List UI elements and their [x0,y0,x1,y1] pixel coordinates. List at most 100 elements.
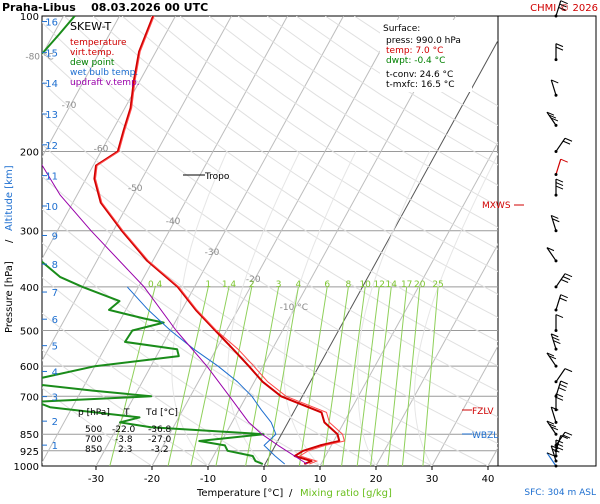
mixing-ratio-line [298,286,328,466]
wind-barb-flag [552,218,560,223]
wind-barb-base [554,459,558,463]
wind-barb-staff [546,452,557,467]
level-table: p [hPa] T Td [°C] 500 -22.0 -36.8 700 -3… [78,408,178,455]
wind-barb-staff [555,368,566,383]
surface-temp: temp: 7.0 °C [386,46,443,56]
dry-adiabat-line [42,81,498,392]
mixing-ratio-tick-label: 20 [414,280,426,290]
surface-info: Surface: press: 990.0 hPa temp: 7.0 °C d… [380,20,472,92]
wind-barb-flag [564,431,573,436]
pressure-tick-label: 200 [20,147,39,158]
isotherm-line [431,344,498,466]
y-axis-separator: / [4,239,15,243]
mixing-ratio-line [109,286,156,466]
altitude-tick-label: 3 [52,393,58,404]
altitude-tick-label: 6 [52,315,58,326]
mixing-ratio-tick-label: 2 [249,280,255,290]
moist-adiabat-line [227,151,301,466]
wind-barb-staff [550,406,557,423]
wind-barb [554,294,568,312]
dry-adiabat-line [42,387,153,466]
wind-barb-staff [546,420,557,435]
wind-barb-base [554,420,558,424]
wind-barb-flag [564,273,573,278]
dry-adiabat-line [42,242,377,466]
wind-barb-base [554,408,558,412]
altitude-tick-label: 13 [45,110,58,121]
wind-barb-flag [548,355,557,360]
wind-barb-base [554,14,558,18]
dry-adiabat-line [42,143,498,445]
wind-barb [546,247,558,263]
wind-barb-staff [555,435,562,451]
wind-barb-base [554,285,558,289]
pressure-tick-label: 300 [20,227,39,238]
wind-barb-flag [559,3,567,8]
sfc-label: SFC: 304 m ASL [524,488,596,498]
mixing-ratio-line [370,286,392,466]
wind-barb-flag [562,276,571,281]
isotherm-labels: -80 °C -70 -60 -50 -40 -30 -20 -10 °C [25,53,308,313]
tropopause-label: Tropo [204,172,230,182]
altitude-tick-label: 11 [45,172,58,183]
isotherm-label: -70 [62,101,77,111]
wind-barb-base [554,93,558,97]
altitude-tick-label: 16 [45,18,58,29]
wind-barb-flag [555,314,564,318]
table-cell-r0-td: -36.8 [148,425,172,435]
mixing-ratio-tick-label: 6 [324,280,330,290]
wind-barb [550,79,559,97]
dry-adiabat-line [121,16,498,272]
dry-adiabat-line [42,277,321,466]
surface-tconv: t-conv: 24.6 °C [386,70,453,80]
wind-barb-base [554,364,558,368]
wind-barb-flag [555,178,564,183]
x-axis-title: Temperature [°C] / Mixing ratio [g/kg] [196,488,392,499]
x-axis-label2: Mixing ratio [g/kg] [300,488,392,499]
mixing-ratio-line [322,286,349,466]
altitude-tick-label: 9 [52,231,58,242]
wind-barb [546,420,559,436]
credit-text: CHMI © 2026 [530,3,598,14]
surface-info-background [380,20,472,92]
mixing-ratio-line [266,286,299,466]
isotherm-line [42,16,232,362]
y-axis-title: Pressure [hPa] / Altitude [km] [4,165,15,333]
altitude-tick-label: 2 [52,417,58,428]
pressure-tick-label: 100 [20,12,39,23]
mixing-ratio-tick-label: 14 [386,280,398,290]
table-cell-r1-td: -27.0 [148,435,172,445]
pressure-tick-label: 400 [20,283,39,294]
wind-barb-flag [560,380,568,385]
wind-barb-staff [550,215,557,231]
dry-adiabat-line [42,349,209,466]
wind-barb-flag [555,43,564,48]
wind-barb [554,178,564,197]
dry-adiabat-line [42,208,433,466]
table-cell-r1-p: 700 [85,435,102,445]
wind-barb-staff [546,352,557,367]
surface-dwpt: dwpt: -0.4 °C [386,56,445,66]
surface-title: Surface: [383,24,420,34]
table-header-t: T [123,408,130,418]
altitude-tick-label: 7 [52,288,58,299]
wind-barb-staff [550,79,557,96]
wind-barb-base [554,229,558,233]
wind-barb-flag [564,368,573,373]
dry-adiabat-line [92,16,498,295]
wind-barb-flag [551,333,559,338]
legend-temperature: temperature [70,38,127,48]
mxws-label: MXWS [482,201,511,211]
wind-barb-staff [555,294,562,311]
mixing-ratio-line [215,286,253,466]
pressure-tick-label: 700 [20,392,39,403]
legend-virt-temp: virt.temp. [70,48,114,58]
mixing-ratio-tick-label: 4 [296,280,302,290]
altitude-tick-label: 12 [45,141,58,152]
dry-adiabat-line [179,16,498,228]
mixing-ratio-tick-label: 0.4 [148,280,163,290]
wind-barb-flag [560,158,568,163]
dew-point-line [42,16,265,465]
mixing-ratio-tick-label: 3 [276,280,282,290]
